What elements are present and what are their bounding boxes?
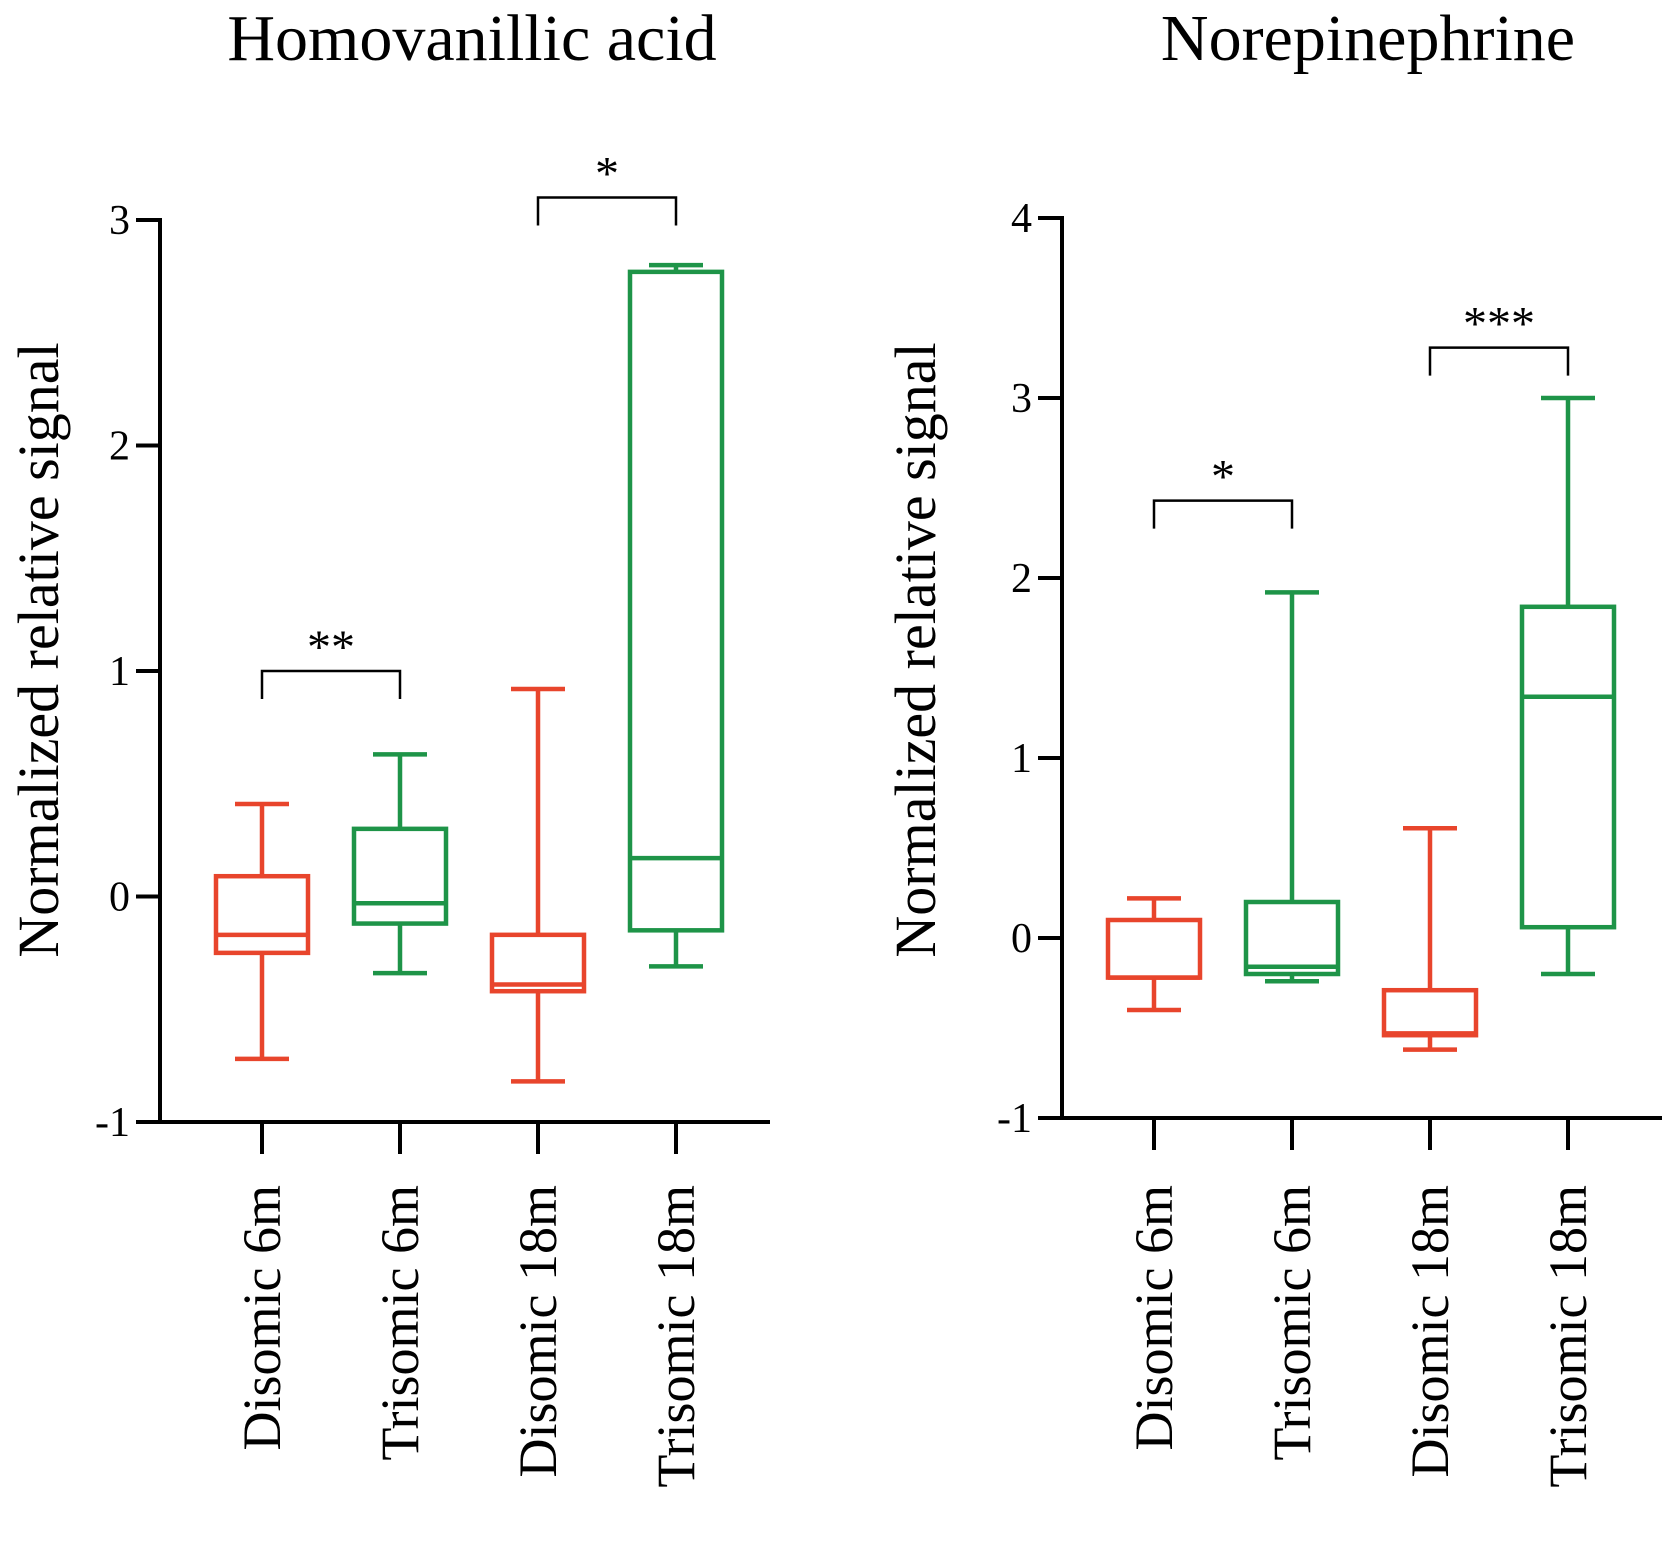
y-tick-label: 4 bbox=[1011, 196, 1032, 242]
box-plot-1 bbox=[351, 752, 449, 976]
box-plot-1 bbox=[1243, 590, 1341, 984]
significance-bracket bbox=[1428, 346, 1570, 376]
y-tick-label: 1 bbox=[109, 649, 130, 695]
x-tick-label: Trisomic 18m bbox=[1538, 1185, 1598, 1488]
chart-title: Homovanillic acid bbox=[227, 2, 716, 75]
iqr-box bbox=[1105, 917, 1203, 980]
y-tick-label: 2 bbox=[109, 424, 130, 470]
y-tick-label: -1 bbox=[95, 1100, 130, 1146]
iqr-box bbox=[351, 826, 449, 926]
x-tick-label: Disomic 6m bbox=[1124, 1185, 1184, 1451]
y-tick-label: 3 bbox=[109, 198, 130, 244]
y-tick-label: 2 bbox=[1011, 556, 1032, 602]
significance-label: * bbox=[595, 147, 619, 200]
significance-bracket bbox=[1152, 499, 1294, 529]
box-plot-2 bbox=[1381, 825, 1479, 1052]
significance-label: ** bbox=[307, 621, 355, 674]
y-tick-label: 3 bbox=[1011, 376, 1032, 422]
box-plot-0 bbox=[213, 801, 311, 1062]
x-tick-label: Trisomic 6m bbox=[1262, 1185, 1322, 1461]
y-tick-label: -1 bbox=[997, 1096, 1032, 1142]
significance-label: * bbox=[1211, 451, 1235, 504]
box-plot-2 bbox=[489, 686, 587, 1084]
significance-bracket bbox=[260, 669, 402, 699]
significance-bracket bbox=[536, 196, 678, 226]
x-tick-label: Disomic 18m bbox=[508, 1185, 568, 1478]
y-axis-label: Normalized relative signal bbox=[6, 342, 71, 957]
panel-norepinephrine: Norepinephrine Normalized relative signa… bbox=[883, 2, 1662, 1488]
panel-homovanillic-acid: Homovanillic acid Normalized relative si… bbox=[6, 2, 770, 1488]
box-plot-0 bbox=[1105, 896, 1203, 1013]
chart-title: Norepinephrine bbox=[1161, 2, 1575, 75]
iqr-box bbox=[1519, 604, 1617, 930]
y-tick-label: 0 bbox=[1011, 916, 1032, 962]
iqr-box bbox=[627, 269, 725, 933]
iqr-box bbox=[1381, 987, 1479, 1038]
y-tick-label: 0 bbox=[109, 875, 130, 921]
x-tick-label: Disomic 6m bbox=[232, 1185, 292, 1451]
y-axis-label: Normalized relative signal bbox=[883, 342, 948, 957]
box-plot-3 bbox=[1519, 395, 1617, 977]
iqr-box bbox=[213, 873, 311, 956]
iqr-box bbox=[489, 932, 587, 994]
box-plot-3 bbox=[627, 262, 725, 969]
significance-label: *** bbox=[1463, 298, 1535, 351]
y-tick-label: 1 bbox=[1011, 736, 1032, 782]
x-tick-label: Disomic 18m bbox=[1400, 1185, 1460, 1478]
x-tick-label: Trisomic 6m bbox=[370, 1185, 430, 1461]
x-tick-label: Trisomic 18m bbox=[646, 1185, 706, 1488]
iqr-box bbox=[1243, 899, 1341, 977]
